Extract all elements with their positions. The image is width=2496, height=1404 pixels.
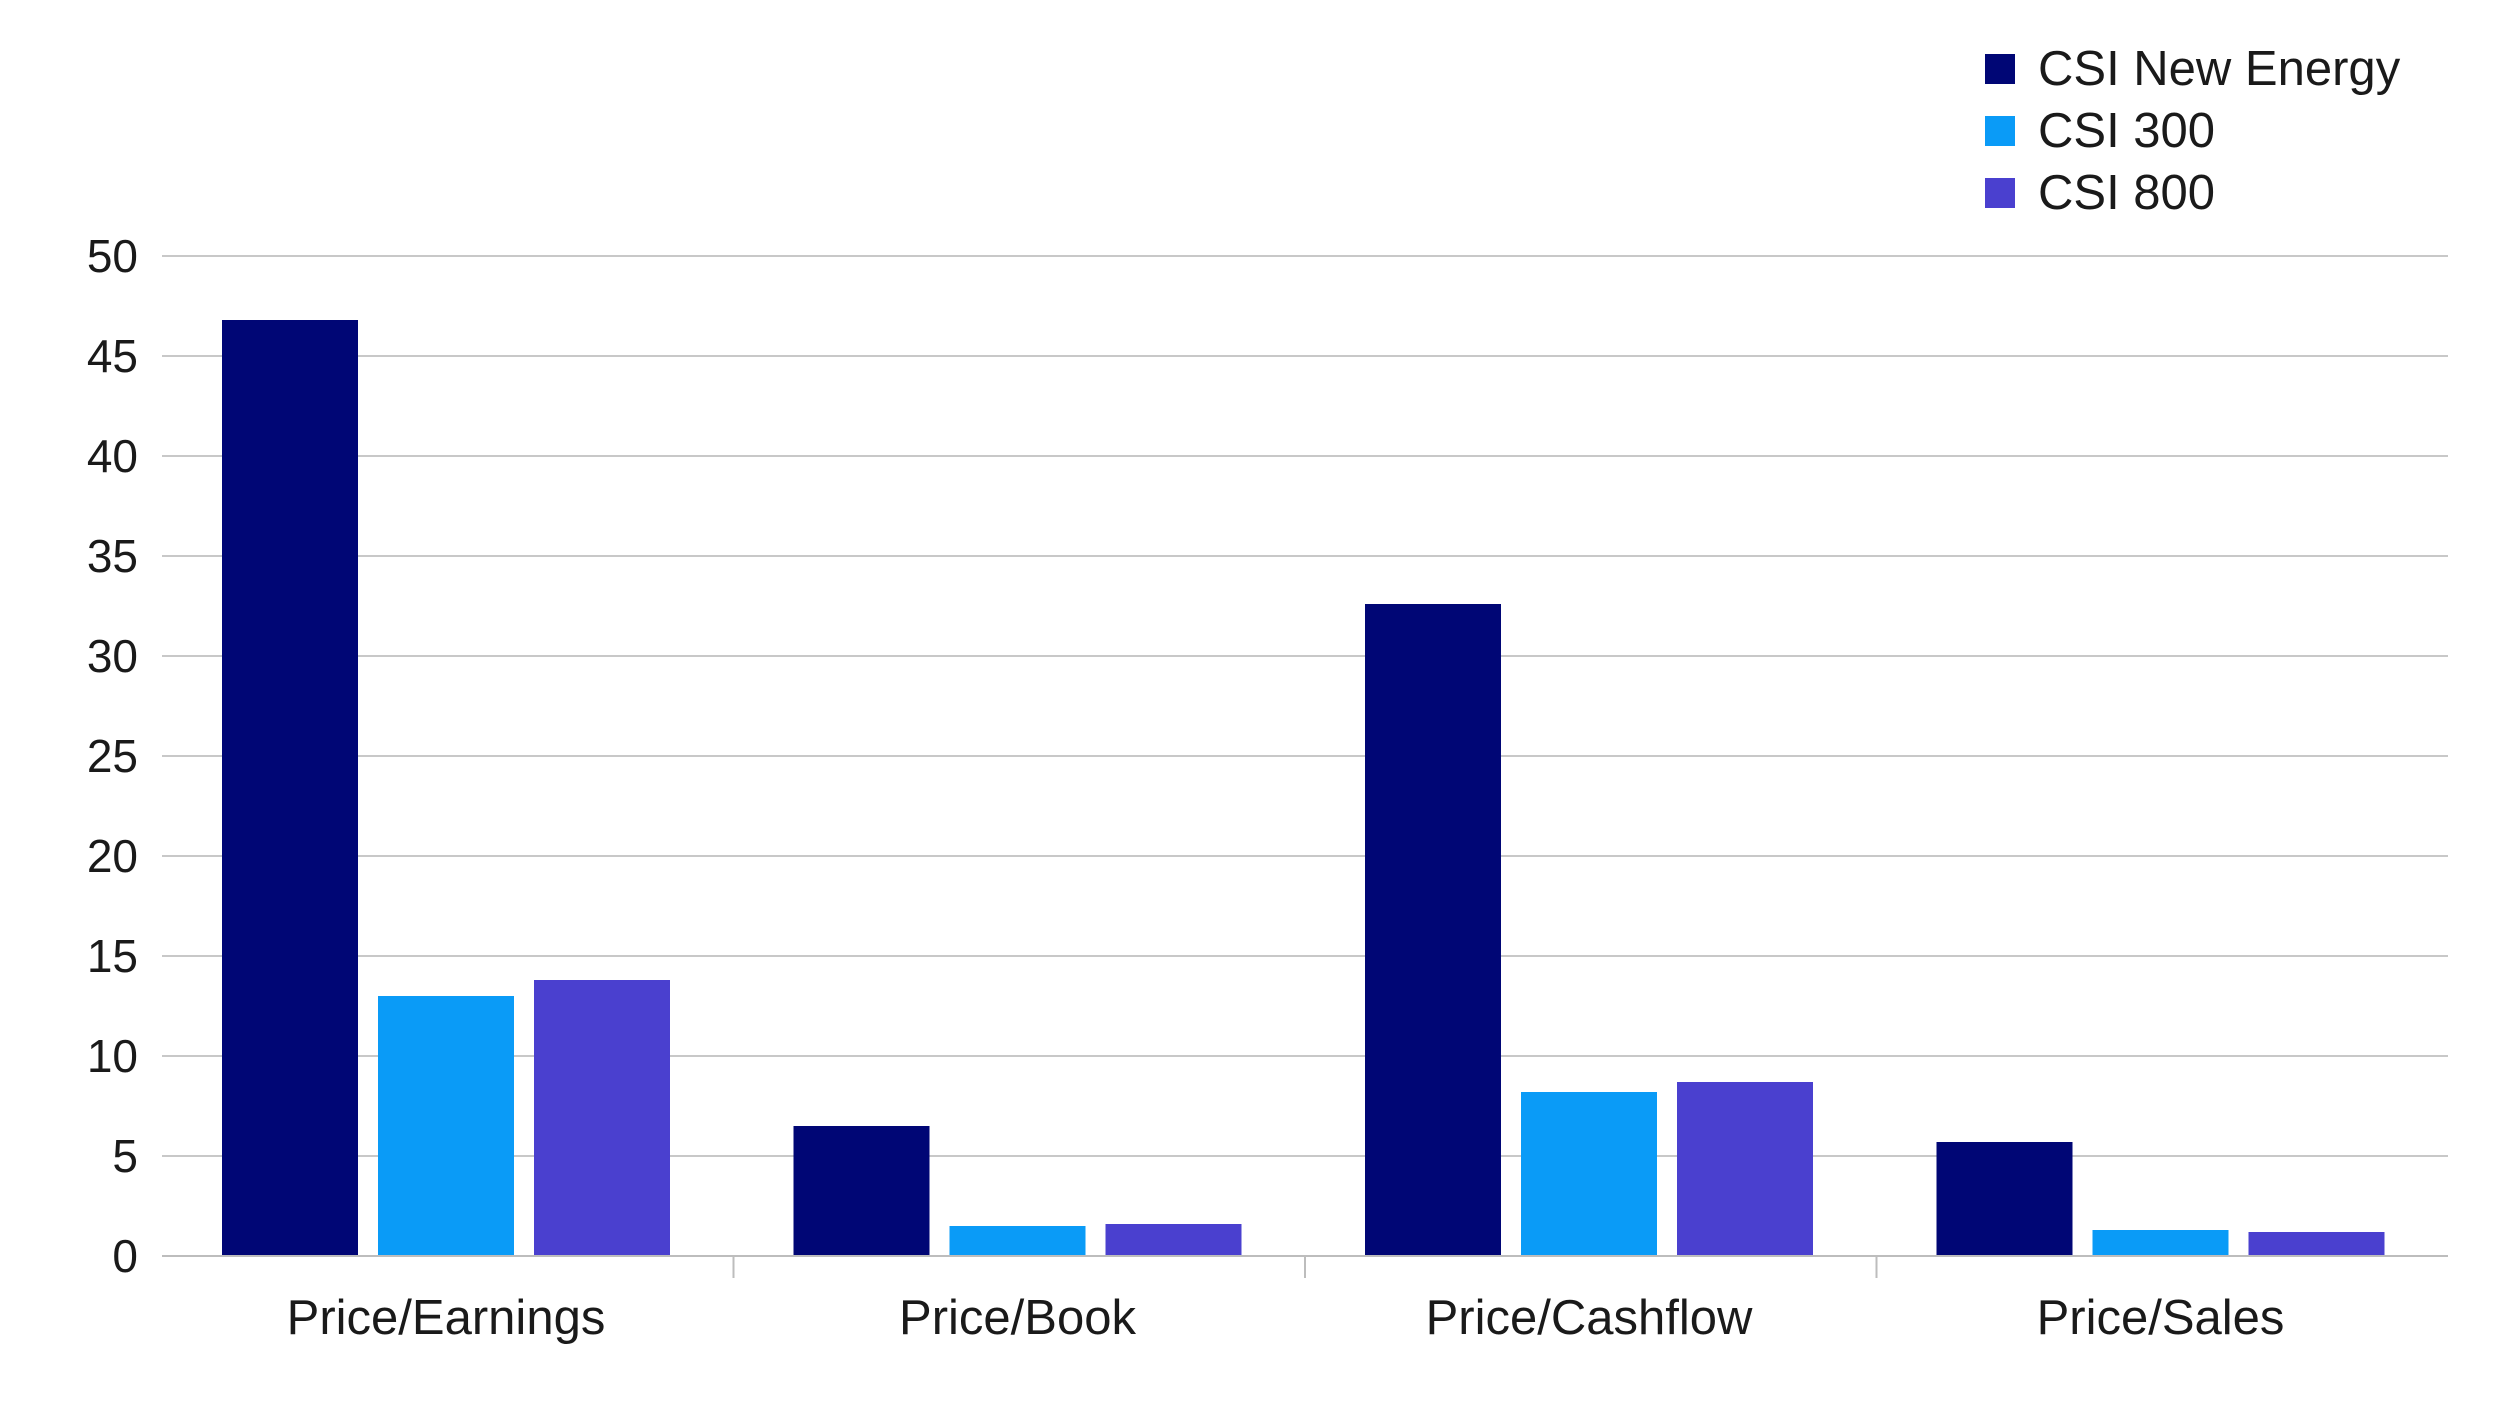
x-axis — [162, 1255, 2448, 1278]
legend-label: CSI 300 — [2038, 104, 2216, 158]
legend-item-csi-300: CSI 300 — [1985, 100, 2400, 162]
bar — [949, 1226, 1086, 1256]
legend: CSI New Energy CSI 300 CSI 800 — [1985, 38, 2400, 224]
legend-swatch — [1985, 178, 2015, 208]
legend-label: CSI 800 — [2038, 166, 2216, 220]
bar — [2248, 1232, 2385, 1256]
bar — [1105, 1224, 1242, 1256]
y-tick-label: 50 — [87, 230, 138, 282]
y-tick-label: 30 — [87, 630, 138, 682]
x-category-label: Price/Book — [899, 1291, 1136, 1345]
bar — [1521, 1092, 1657, 1256]
bar — [1365, 604, 1501, 1256]
bar — [793, 1126, 930, 1256]
y-tick-label: 20 — [87, 830, 138, 882]
y-tick-label: 40 — [87, 430, 138, 482]
x-category-label: Price/Cashflow — [1426, 1291, 1753, 1345]
y-tick-label: 15 — [87, 930, 138, 982]
y-axis-ticks: 0 5 10 15 20 25 30 35 40 45 50 — [87, 230, 138, 1282]
x-category-label: Price/Sales — [2037, 1291, 2285, 1345]
legend-item-csi-800: CSI 800 — [1985, 162, 2400, 224]
bar — [1936, 1142, 2073, 1256]
legend-item-csi-new-energy: CSI New Energy — [1985, 38, 2400, 100]
x-category-label: Price/Earnings — [287, 1291, 606, 1345]
bar — [2092, 1230, 2229, 1256]
x-axis-categories: Price/Earnings Price/Book Price/Cashflow Pr… — [287, 1291, 2285, 1345]
y-tick-label: 10 — [87, 1030, 138, 1082]
y-tick-label: 25 — [87, 730, 138, 782]
y-tick-label: 45 — [87, 330, 138, 382]
legend-swatch — [1985, 116, 2015, 146]
bar — [222, 320, 358, 1256]
bars — [222, 320, 2385, 1256]
legend-label: CSI New Energy — [2038, 42, 2401, 96]
legend-swatch — [1985, 54, 2015, 84]
y-tick-label: 5 — [112, 1130, 138, 1182]
y-tick-label: 35 — [87, 530, 138, 582]
bar — [1677, 1082, 1813, 1256]
bar — [378, 996, 514, 1256]
y-tick-label: 0 — [112, 1230, 138, 1282]
bar — [534, 980, 670, 1256]
